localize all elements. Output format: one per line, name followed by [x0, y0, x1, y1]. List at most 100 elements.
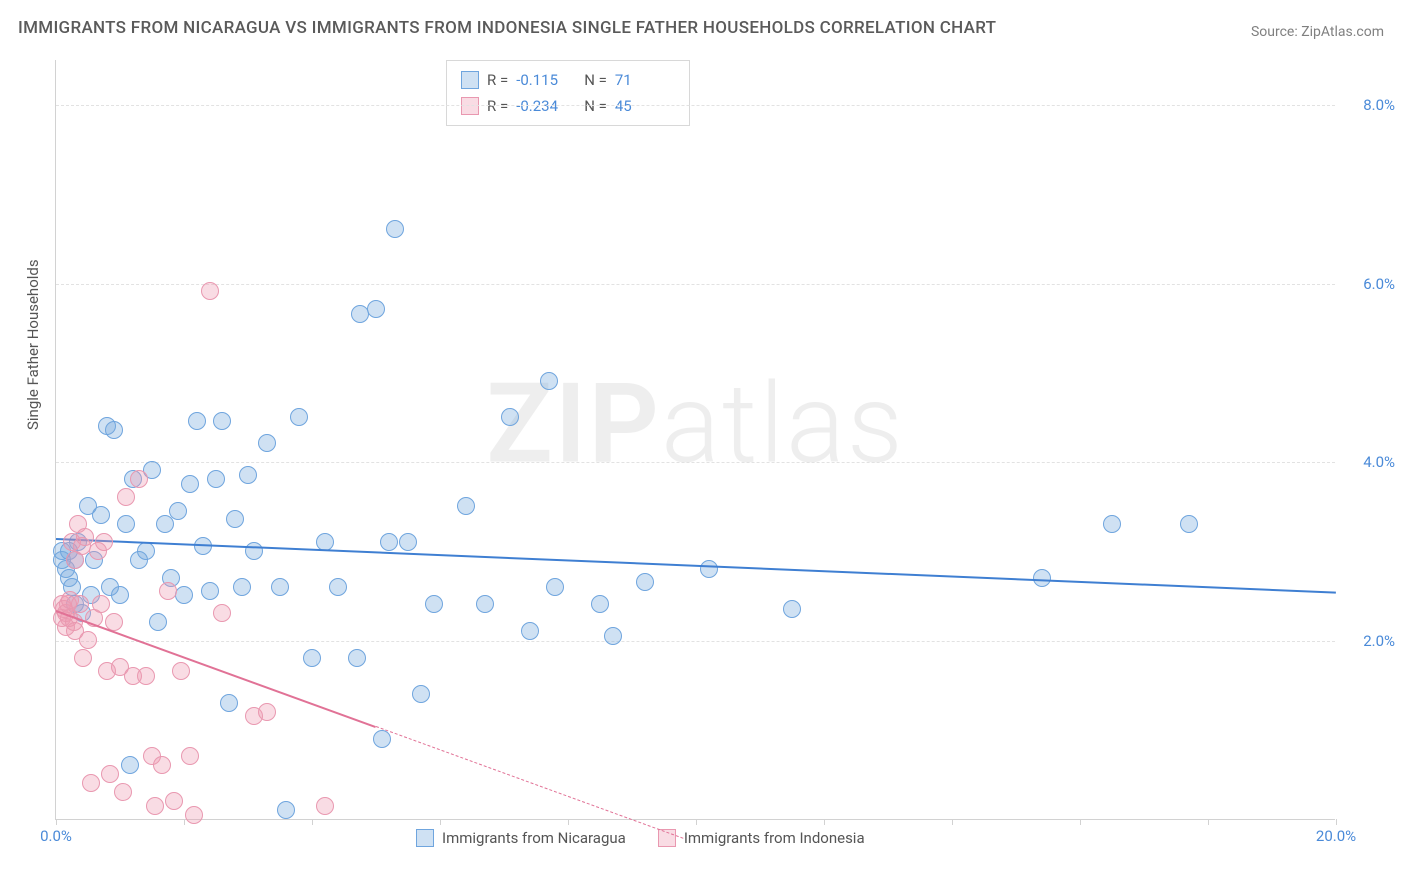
scatter-point: [207, 470, 225, 488]
scatter-point: [457, 497, 475, 515]
chart-title: IMMIGRANTS FROM NICARAGUA VS IMMIGRANTS …: [18, 18, 996, 38]
legend-swatch: [461, 71, 479, 89]
scatter-point: [604, 627, 622, 645]
legend-n-value: 71: [615, 67, 675, 93]
scatter-point: [149, 613, 167, 631]
y-axis-label: Single Father Households: [24, 259, 42, 430]
gridline: [56, 284, 1335, 285]
scatter-point: [92, 595, 110, 613]
scatter-point: [111, 586, 129, 604]
scatter-point: [501, 408, 519, 426]
x-tick-mark: [1208, 819, 1209, 825]
gridline: [56, 105, 1335, 106]
scatter-point: [329, 578, 347, 596]
scatter-point: [169, 502, 187, 520]
scatter-point: [258, 703, 276, 721]
series-legend: Immigrants from Nicaragua Immigrants from…: [416, 829, 865, 847]
scatter-point: [188, 412, 206, 430]
scatter-point: [540, 372, 558, 390]
x-tick-mark: [1336, 819, 1337, 825]
source-attribution: Source: ZipAtlas.com: [1251, 24, 1384, 40]
scatter-point: [101, 765, 119, 783]
scatter-point: [226, 510, 244, 528]
x-tick-mark: [696, 819, 697, 825]
scatter-point: [165, 792, 183, 810]
scatter-point: [79, 631, 97, 649]
correlation-legend: R = -0.115 N = 71 R = -0.234 N = 45: [446, 60, 690, 126]
y-tick-label: 8.0%: [1363, 96, 1395, 114]
x-tick-mark: [440, 819, 441, 825]
scatter-point: [117, 515, 135, 533]
scatter-point: [316, 797, 334, 815]
scatter-point: [290, 408, 308, 426]
scatter-point: [271, 578, 289, 596]
source-link[interactable]: ZipAtlas.com: [1301, 24, 1384, 40]
y-tick-label: 6.0%: [1363, 275, 1395, 293]
series-legend-item: Immigrants from Nicaragua: [416, 829, 626, 847]
scatter-point: [546, 578, 564, 596]
scatter-point: [146, 797, 164, 815]
scatter-point: [172, 662, 190, 680]
scatter-point: [233, 578, 251, 596]
scatter-point: [783, 600, 801, 618]
scatter-point: [476, 595, 494, 613]
legend-r-value: -0.234: [516, 93, 576, 119]
scatter-point: [185, 806, 203, 824]
scatter-point: [1180, 515, 1198, 533]
scatter-point: [95, 533, 113, 551]
scatter-point: [137, 542, 155, 560]
watermark-light: atlas: [661, 360, 905, 489]
scatter-point: [521, 622, 539, 640]
scatter-point: [348, 649, 366, 667]
legend-r-label: R =: [487, 93, 508, 119]
y-tick-label: 4.0%: [1363, 453, 1395, 471]
scatter-point: [181, 747, 199, 765]
series-name: Immigrants from Indonesia: [684, 829, 865, 847]
gridline: [56, 462, 1335, 463]
scatter-point: [213, 412, 231, 430]
x-tick-mark: [184, 819, 185, 825]
scatter-point: [181, 475, 199, 493]
scatter-point: [258, 434, 276, 452]
legend-swatch: [461, 97, 479, 115]
scatter-point: [277, 801, 295, 819]
x-tick-label: 0.0%: [40, 827, 72, 845]
legend-r-value: -0.115: [516, 67, 576, 93]
x-tick-mark: [56, 819, 57, 825]
scatter-point: [137, 667, 155, 685]
scatter-point: [425, 595, 443, 613]
scatter-point: [700, 560, 718, 578]
gridline: [56, 641, 1335, 642]
legend-row: R = -0.234 N = 45: [461, 93, 675, 119]
scatter-point: [201, 282, 219, 300]
scatter-point: [399, 533, 417, 551]
x-tick-mark: [952, 819, 953, 825]
scatter-point: [114, 783, 132, 801]
legend-swatch: [416, 829, 434, 847]
scatter-point: [591, 595, 609, 613]
scatter-point: [82, 774, 100, 792]
scatter-point: [159, 582, 177, 600]
scatter-point: [636, 573, 654, 591]
scatter-point: [412, 685, 430, 703]
scatter-point: [220, 694, 238, 712]
trend-line-dashed: [376, 726, 684, 839]
scatter-point: [373, 730, 391, 748]
scatter-point: [117, 488, 135, 506]
scatter-point: [74, 649, 92, 667]
scatter-point: [367, 300, 385, 318]
scatter-point: [245, 542, 263, 560]
source-prefix: Source:: [1251, 24, 1301, 40]
scatter-point: [105, 421, 123, 439]
x-tick-mark: [1080, 819, 1081, 825]
scatter-point: [121, 756, 139, 774]
legend-n-value: 45: [615, 93, 675, 119]
scatter-point: [386, 220, 404, 238]
y-tick-label: 2.0%: [1363, 632, 1395, 650]
legend-r-label: R =: [487, 67, 508, 93]
legend-n-label: N =: [584, 67, 607, 93]
scatter-point: [380, 533, 398, 551]
scatter-point: [130, 470, 148, 488]
legend-n-label: N =: [584, 93, 607, 119]
scatter-point: [153, 756, 171, 774]
